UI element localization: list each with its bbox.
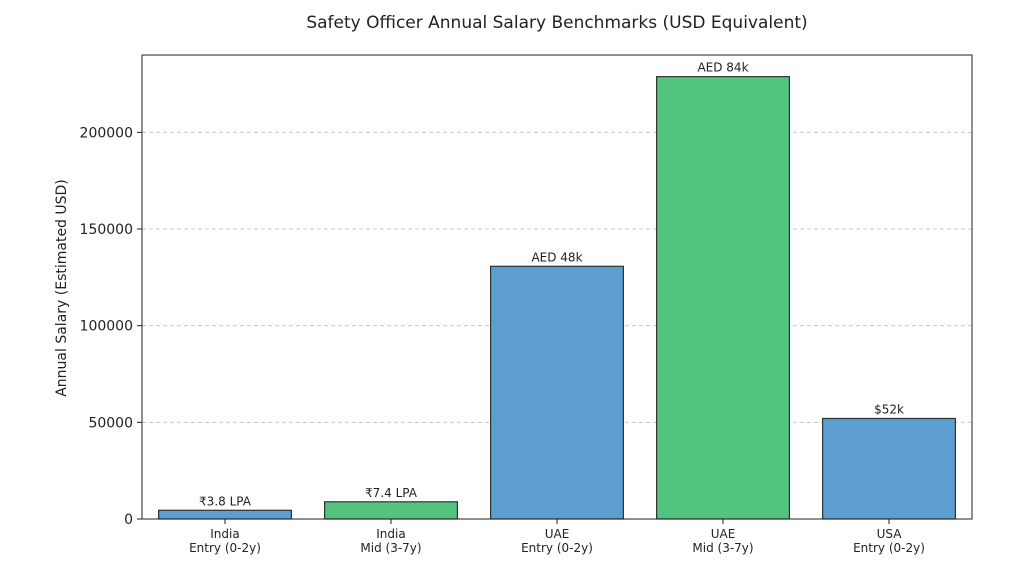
x-tick-label: Entry (0-2y) bbox=[521, 541, 593, 555]
bar-value-label: ₹3.8 LPA bbox=[199, 494, 252, 508]
x-tick-label: Mid (3-7y) bbox=[692, 541, 753, 555]
x-tick-label: Entry (0-2y) bbox=[189, 541, 261, 555]
bar bbox=[158, 509, 293, 520]
bar-value-label: AED 84k bbox=[697, 61, 748, 75]
bar-value-labels: ₹3.8 LPA ₹7.4 LPA AED 48k AED 84k $52k bbox=[199, 61, 904, 509]
y-tick-label: 150000 bbox=[80, 222, 133, 238]
bar-value-label: ₹7.4 LPA bbox=[365, 486, 418, 500]
bar-value-label: $52k bbox=[874, 402, 904, 416]
x-tick-label: UAE bbox=[711, 527, 736, 541]
x-tick-label: Entry (0-2y) bbox=[853, 541, 925, 555]
bar bbox=[655, 76, 790, 520]
y-axis-ticks: 0 50000 100000 150000 200000 bbox=[80, 125, 142, 528]
x-tick-label: India bbox=[210, 527, 239, 541]
y-tick-label: 0 bbox=[124, 512, 133, 528]
bar bbox=[324, 501, 459, 520]
y-tick-label: 50000 bbox=[88, 415, 133, 431]
y-axis-label: Annual Salary (Estimated USD) bbox=[54, 179, 70, 397]
bar bbox=[490, 265, 625, 520]
x-tick-label: USA bbox=[877, 527, 903, 541]
x-tick-label: India bbox=[376, 527, 405, 541]
bar-value-label: AED 48k bbox=[531, 250, 582, 264]
chart-title: Safety Officer Annual Salary Benchmarks … bbox=[306, 13, 807, 33]
y-tick-label: 100000 bbox=[80, 319, 133, 335]
y-tick-label: 200000 bbox=[80, 125, 133, 141]
bar bbox=[821, 417, 956, 520]
x-tick-label: Mid (3-7y) bbox=[360, 541, 421, 555]
x-tick-label: UAE bbox=[545, 527, 570, 541]
bars bbox=[158, 76, 956, 520]
